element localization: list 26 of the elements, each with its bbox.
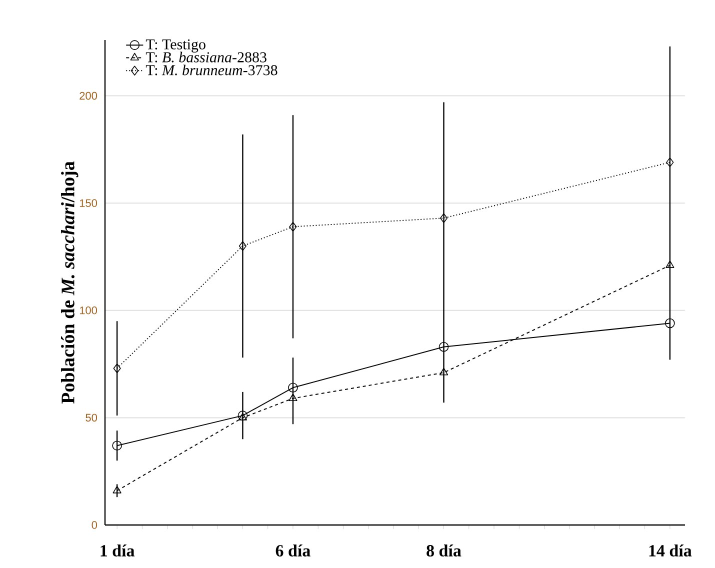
legend-label: T: B. bassiana-2883 [146,52,266,62]
point [666,260,674,268]
x-tick-label: 8 día [426,544,462,557]
point [439,368,448,376]
point [238,241,246,251]
point [440,213,448,224]
point [289,222,297,232]
point [113,363,121,374]
point [288,393,298,402]
point [438,342,449,352]
point [666,157,674,168]
y-tick-label: 50 [86,414,98,422]
x-tick-label: 14 día [649,544,692,557]
point [112,486,122,494]
x-tick-label: 6 día [276,544,310,557]
point [112,440,122,450]
y-tick-label: 200 [80,92,98,100]
point [288,382,298,393]
y-tick-label: 150 [80,199,98,207]
y-tick-label: 0 [92,521,98,529]
legend-label: T: M. brunneum-3738 [146,64,278,76]
legend-label: T: Testigo [146,39,206,53]
x-tick-label: 1 día [100,544,135,557]
point [665,318,675,328]
text: Población de M. sacchari/hoja [61,161,78,404]
y-tick-label: 100 [80,306,98,314]
